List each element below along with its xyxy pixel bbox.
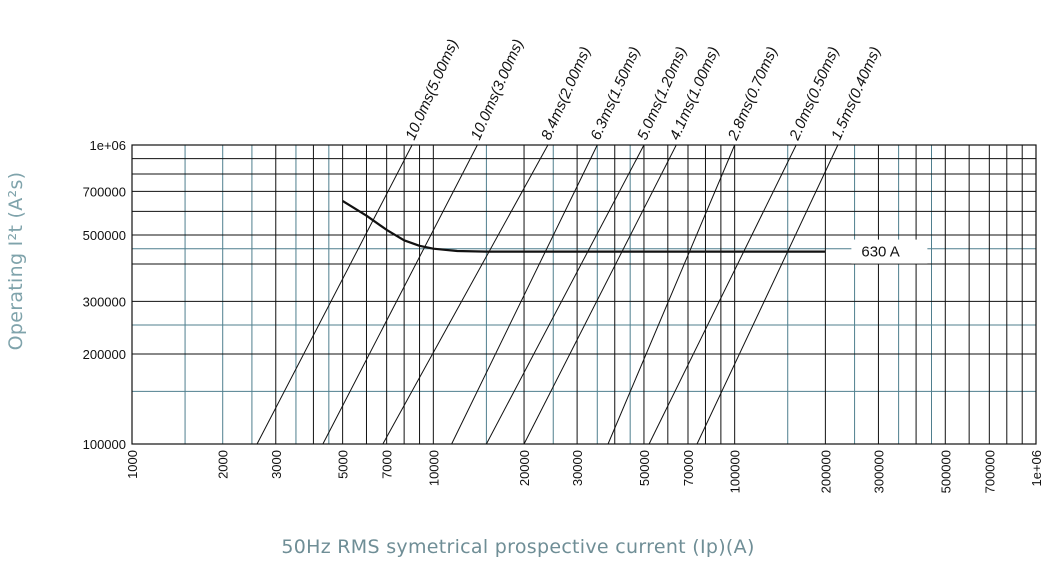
series-labels: 630 A bbox=[851, 239, 928, 264]
y-tick-label: 1e+06 bbox=[89, 138, 126, 153]
x-tick-label: 20000 bbox=[517, 450, 532, 486]
y-tick-label: 500000 bbox=[83, 228, 126, 243]
let-through-line bbox=[485, 144, 645, 445]
let-through-line bbox=[696, 144, 839, 445]
x-tick-label: 100000 bbox=[728, 450, 743, 493]
series-curves bbox=[342, 199, 826, 253]
y-tick-label: 300000 bbox=[83, 294, 126, 309]
x-tick-label: 50000 bbox=[637, 450, 652, 486]
x-tick-label: 7000 bbox=[380, 450, 395, 479]
let-through-label: 2.8ms(0.70ms) bbox=[724, 44, 781, 143]
y-tick-label: 100000 bbox=[83, 437, 126, 452]
series-label-bg bbox=[851, 239, 928, 264]
x-tick-label: 1000 bbox=[125, 450, 140, 479]
let-through-line bbox=[382, 144, 549, 445]
let-through-line bbox=[523, 144, 677, 445]
y-axis-label: Operating I²t (A²s) bbox=[5, 172, 27, 351]
x-tick-label: 5000 bbox=[336, 450, 351, 479]
let-through-line bbox=[607, 144, 736, 445]
x-tick-label: 30000 bbox=[570, 450, 585, 486]
series-line bbox=[342, 199, 826, 253]
x-tick-label: 70000 bbox=[681, 450, 696, 486]
x-tick-label: 200000 bbox=[818, 450, 833, 493]
let-through-label: 10.0ms(5.00ms) bbox=[402, 37, 462, 143]
x-tick-label: 3000 bbox=[269, 450, 284, 479]
x-axis-label: 50Hz RMS symetrical prospective current … bbox=[281, 536, 754, 558]
let-through-lines: 10.0ms(5.00ms) 10.0ms(3.00ms) 8.4ms(2.00ms… bbox=[256, 37, 884, 445]
x-tick-labels: 1000 2000 3000 5000 7000 10000 20000 30000 50000… bbox=[125, 450, 1044, 493]
let-through-label: 8.4ms(2.00ms) bbox=[538, 44, 594, 142]
y-tick-label: 200000 bbox=[83, 347, 126, 362]
let-through-label: 6.3ms(1.50ms) bbox=[587, 44, 643, 142]
let-through-line bbox=[256, 144, 413, 445]
let-through-line bbox=[451, 144, 598, 445]
minor-grid bbox=[132, 145, 1036, 444]
x-tick-label: 500000 bbox=[938, 450, 953, 493]
x-tick-label: 1e+06 bbox=[1029, 450, 1044, 487]
x-tick-label: 10000 bbox=[426, 450, 441, 486]
x-tick-label: 2000 bbox=[216, 450, 231, 479]
let-through-line bbox=[648, 144, 797, 445]
let-through-line bbox=[322, 144, 478, 445]
plot-frame bbox=[131, 144, 1037, 445]
let-through-label: 10.0ms(3.00ms) bbox=[467, 37, 527, 143]
x-tick-label: 700000 bbox=[982, 450, 997, 493]
y-tick-label: 700000 bbox=[83, 184, 126, 199]
y-tick-labels: 100000 200000 300000 500000 700000 1e+06 bbox=[83, 138, 126, 452]
x-tick-label: 300000 bbox=[871, 450, 886, 493]
series-label: 630 A bbox=[861, 244, 899, 261]
major-grid bbox=[131, 144, 1037, 445]
